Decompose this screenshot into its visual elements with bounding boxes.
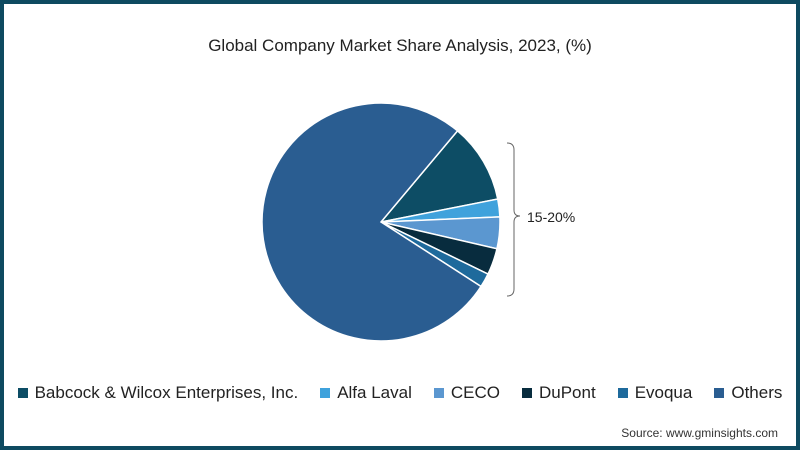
legend: Babcock & Wilcox Enterprises, Inc. Alfa L… <box>0 383 800 403</box>
legend-swatch-icon <box>433 388 444 398</box>
bracket-annotation: 15-20% <box>527 209 576 225</box>
pie-slice-babcock-wilcox-enterprises-inc <box>379 129 499 224</box>
legend-item: Alfa Laval <box>320 383 412 403</box>
legend-item: Others <box>714 383 782 403</box>
legend-label: Babcock & Wilcox Enterprises, Inc. <box>34 383 299 402</box>
pie-slice-others <box>261 102 483 342</box>
legend-label: DuPont <box>538 383 596 402</box>
legend-swatch-icon <box>320 388 331 398</box>
source-note: Source: www.gminsights.com <box>621 426 778 440</box>
legend-label: Alfa Laval <box>337 383 412 402</box>
legend-item: CECO <box>433 383 500 403</box>
legend-label: CECO <box>450 383 500 402</box>
legend-label: Others <box>731 383 783 402</box>
legend-item: Babcock & Wilcox Enterprises, Inc. <box>17 383 299 403</box>
legend-swatch-icon <box>714 388 725 398</box>
legend-item: DuPont <box>521 383 596 403</box>
bracket <box>506 142 521 297</box>
legend-label: Evoqua <box>634 383 693 402</box>
legend-swatch-icon <box>617 388 628 398</box>
chart-title: Global Company Market Share Analysis, 20… <box>208 36 592 55</box>
legend-item: Evoqua <box>617 383 693 403</box>
legend-swatch-icon <box>17 388 28 398</box>
legend-swatch-icon <box>521 388 532 398</box>
